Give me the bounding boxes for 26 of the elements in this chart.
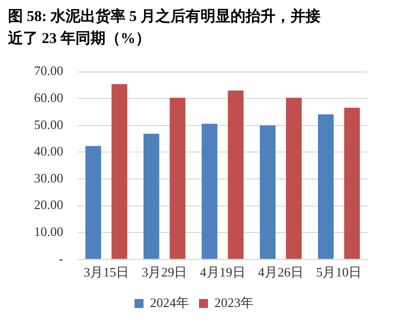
x-tick-label: 4月26日 [258, 264, 304, 280]
x-tick-label: 4月19日 [200, 264, 246, 280]
y-tick-label: 10.00 [34, 224, 64, 240]
legend-label: 2024年 [150, 294, 189, 310]
bar [202, 124, 218, 259]
chart-title: 图 58: 水泥出货率 5 月之后有明显的抬升，并接近了 23 年同期（%） [8, 7, 322, 49]
bar [228, 90, 244, 259]
y-tick-label: 50.00 [34, 116, 64, 132]
x-tick-label: 5月10日 [316, 264, 362, 280]
bar [260, 125, 276, 259]
y-tick-label: 60.00 [34, 90, 64, 106]
bar [112, 84, 128, 259]
y-tick-label: - [58, 250, 64, 266]
x-tick-label: 3月15日 [84, 264, 130, 280]
bar [344, 108, 360, 259]
bar [286, 98, 302, 259]
bar [144, 134, 160, 259]
bar [85, 146, 102, 259]
y-tick-label: 70.00 [34, 63, 64, 78]
y-tick-label: 20.00 [34, 197, 64, 212]
y-tick-label: 40.00 [34, 144, 64, 159]
bar [170, 98, 186, 259]
x-tick-label: 3月29日 [142, 264, 188, 280]
bar [318, 114, 334, 259]
legend-label: 2023年 [214, 294, 254, 310]
y-tick-label: 30.00 [34, 170, 64, 186]
